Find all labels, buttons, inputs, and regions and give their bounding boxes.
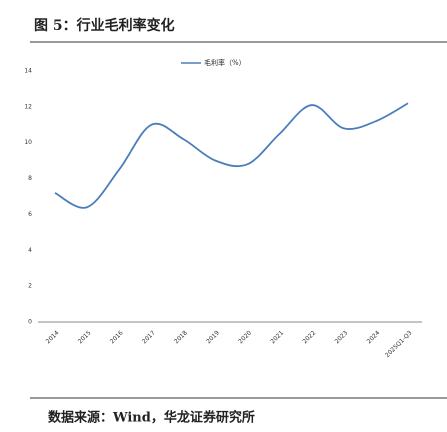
x-tick-label: 2021 [269,329,285,345]
x-tick-label: 2023 [334,329,350,345]
data-line [54,102,409,209]
x-tick-label: 2024 [366,329,382,345]
x-tick-label: 2014 [45,329,61,345]
x-tick-label: 2016 [109,329,125,345]
x-tick-label: 2025Q1-Q3 [384,329,414,359]
x-tick-label: 2017 [141,329,157,345]
y-tick-label: 12 [24,103,32,110]
legend-label: 毛利率（%） [204,58,246,67]
x-tick-label: 2018 [173,329,189,345]
source-note: 数据来源：Wind，华龙证券研究所 [48,410,255,426]
y-tick-label: 2 [28,283,32,290]
y-tick-label: 8 [28,175,32,182]
x-tick-label: 2015 [77,329,93,345]
x-tick-label: 2019 [205,329,221,345]
y-tick-label: 0 [28,319,32,326]
x-tick-label: 2022 [301,329,317,345]
y-tick-label: 4 [28,247,32,254]
y-tick-label: 14 [24,68,32,75]
y-tick-label: 6 [28,211,32,218]
y-tick-label: 10 [24,139,32,146]
x-tick-label: 2020 [237,329,253,345]
chart-title: 图 5：行业毛利率变化 [34,17,175,34]
